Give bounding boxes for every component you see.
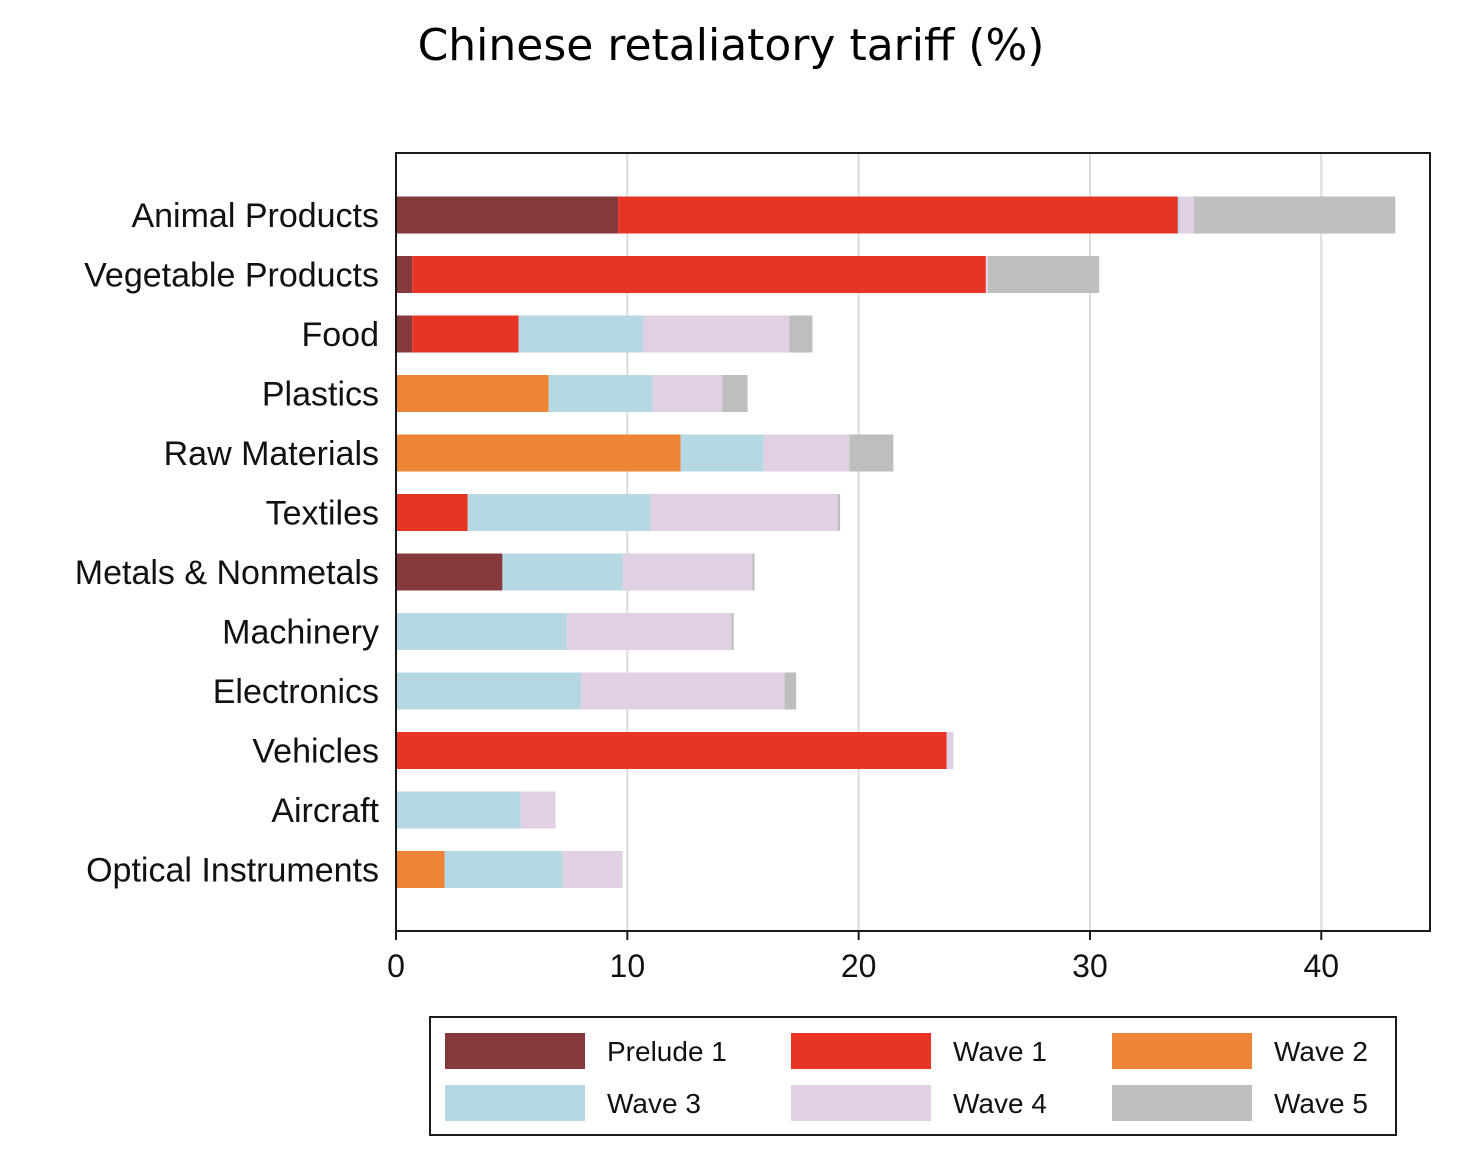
bar-animal-products-wave-3 <box>1177 196 1181 234</box>
bars <box>396 196 1396 888</box>
category-label-plastics: Plastics <box>262 376 379 414</box>
legend-swatch-wave-4 <box>791 1085 931 1121</box>
legend-label-wave-5: Wave 5 <box>1274 1088 1368 1119</box>
bar-metals-and-nonmetals-prelude-1 <box>396 553 503 591</box>
bar-vehicles-wave-1 <box>396 732 947 769</box>
bar-raw-materials-wave-4 <box>763 434 850 472</box>
category-label-vegetable-products: Vegetable Products <box>84 257 379 295</box>
bar-animal-products-wave-5 <box>1194 196 1396 234</box>
chart-title: Chinese retaliatory tariff (%) <box>418 20 1045 71</box>
plot-frame <box>395 152 1431 932</box>
legend-label-wave-3: Wave 3 <box>607 1088 701 1119</box>
bar-raw-materials-wave-5 <box>849 434 894 472</box>
category-label-electronics: Electronics <box>213 673 379 711</box>
legend-swatch-wave-1 <box>791 1033 931 1069</box>
legend-label-prelude-1: Prelude 1 <box>607 1036 727 1067</box>
bar-food-wave-5 <box>789 315 813 353</box>
bar-food-wave-1 <box>412 315 519 353</box>
bar-optical-instruments-wave-4 <box>562 851 623 888</box>
category-label-raw-materials: Raw Materials <box>164 435 379 473</box>
bar-raw-materials-wave-3 <box>680 434 764 472</box>
bar-textiles-wave-4 <box>650 494 838 531</box>
category-label-machinery: Machinery <box>222 614 379 652</box>
bar-vegetable-products-wave-4 <box>985 256 989 293</box>
bar-vegetable-products-wave-5 <box>988 256 1100 293</box>
bar-metals-and-nonmetals-wave-4 <box>622 553 753 591</box>
bar-food-wave-4 <box>643 315 790 353</box>
legend: Prelude 1 Wave 1 Wave 2 Wave 3 Wave 4 Wave 5 <box>429 1016 1397 1136</box>
bar-vegetable-products-prelude-1 <box>396 256 413 293</box>
bar-animal-products-wave-1 <box>618 196 1178 234</box>
x-tick-label-40: 40 <box>1303 948 1339 984</box>
x-tick-label-0: 0 <box>387 948 405 984</box>
category-label-vehicles: Vehicles <box>252 733 379 771</box>
plot-border <box>395 152 1431 932</box>
bar-vehicles-wave-4 <box>946 732 954 769</box>
bar-raw-materials-wave-2 <box>396 434 681 472</box>
category-label-animal-products: Animal Products <box>131 197 379 235</box>
x-tick-label-10: 10 <box>610 948 646 984</box>
bar-aircraft-wave-3 <box>396 791 521 829</box>
bar-aircraft-wave-4 <box>520 791 556 829</box>
bar-electronics-wave-3 <box>396 672 582 710</box>
bar-vegetable-products-wave-1 <box>412 256 986 293</box>
legend-swatch-wave-3 <box>445 1085 585 1121</box>
legend-label-wave-2: Wave 2 <box>1274 1036 1368 1067</box>
category-label-metals-and-nonmetals: Metals & Nonmetals <box>75 554 379 592</box>
bar-optical-instruments-wave-3 <box>444 851 563 888</box>
bar-plastics-wave-3 <box>548 375 653 412</box>
category-label-aircraft: Aircraft <box>271 792 379 830</box>
legend-swatch-wave-2 <box>1112 1033 1252 1069</box>
bar-textiles-wave-1 <box>396 494 468 531</box>
legend-swatch-wave-5 <box>1112 1085 1252 1121</box>
category-labels: Animal Products Vegetable Products Food Pla… <box>75 197 380 890</box>
bar-optical-instruments-wave-2 <box>396 851 445 888</box>
bar-textiles-wave-5 <box>837 494 841 531</box>
bar-metals-and-nonmetals-wave-5 <box>752 553 755 591</box>
legend-label-wave-1: Wave 1 <box>953 1036 1047 1067</box>
bar-plastics-wave-2 <box>396 375 549 412</box>
bar-machinery-wave-3 <box>396 613 568 650</box>
legend-label-wave-4: Wave 4 <box>953 1088 1047 1119</box>
category-label-food: Food <box>302 316 380 354</box>
bar-animal-products-prelude-1 <box>396 196 619 234</box>
x-tick-label-30: 30 <box>1072 948 1108 984</box>
x-axis: 0 10 20 30 40 <box>387 931 1339 984</box>
bar-machinery-wave-4 <box>567 613 732 650</box>
bar-electronics-wave-5 <box>784 672 797 710</box>
bar-food-wave-3 <box>518 315 644 353</box>
legend-swatch-prelude-1 <box>445 1033 585 1069</box>
bar-food-prelude-1 <box>396 315 413 353</box>
bar-electronics-wave-4 <box>581 672 785 710</box>
bar-textiles-wave-3 <box>467 494 651 531</box>
x-tick-label-20: 20 <box>841 948 877 984</box>
category-label-textiles: Textiles <box>266 495 379 533</box>
bar-metals-and-nonmetals-wave-3 <box>502 553 623 591</box>
bar-machinery-wave-5 <box>731 613 734 650</box>
bar-animal-products-wave-4 <box>1180 196 1195 234</box>
bar-plastics-wave-5 <box>722 375 748 412</box>
bar-plastics-wave-4 <box>652 375 723 412</box>
category-label-optical-instruments: Optical Instruments <box>86 852 379 890</box>
